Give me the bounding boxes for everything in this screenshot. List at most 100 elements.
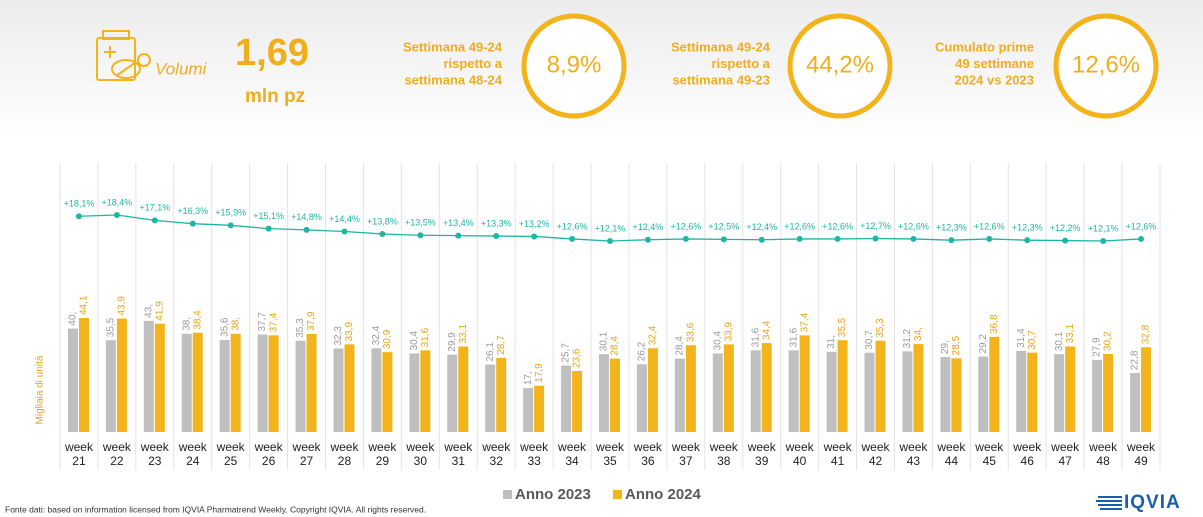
bar [674, 358, 685, 432]
x-tick-label: week 36 [633, 440, 662, 468]
bar [1092, 359, 1103, 432]
x-tick-label: week 21 [64, 440, 93, 468]
growth-point [341, 228, 348, 235]
kpi-circle [1053, 13, 1159, 119]
x-tick-label: week 49 [1127, 440, 1156, 468]
data-label: 17, [523, 371, 534, 385]
bar [496, 357, 507, 432]
growth-label: +13,4% [443, 218, 474, 228]
bar [610, 358, 620, 432]
growth-label: +12,4% [746, 222, 777, 232]
growth-label: +12,2% [1050, 223, 1081, 233]
data-label: 30,7 [1027, 330, 1038, 350]
x-tick-label: week 22 [102, 440, 131, 468]
data-label: 34, [913, 327, 924, 341]
bar [67, 328, 78, 432]
x-tick-label: week 41 [823, 440, 852, 468]
bar [333, 348, 344, 432]
bar [951, 358, 962, 432]
data-label: 31,2 [902, 328, 913, 348]
x-tick-label: week 23 [140, 440, 169, 468]
data-label: 33,6 [686, 322, 697, 342]
bar [799, 335, 810, 432]
kpi-label: Cumulato prime [935, 39, 1034, 54]
bar [420, 350, 431, 432]
growth-point [872, 235, 879, 242]
growth-point [227, 222, 234, 229]
growth-point [1024, 237, 1031, 244]
bar [750, 350, 761, 432]
data-label: 31,4 [1016, 328, 1027, 348]
data-label: 26,2 [637, 341, 648, 361]
bar [561, 365, 572, 432]
growth-label: +13,3% [481, 218, 512, 228]
growth-point [1062, 237, 1069, 244]
bar [143, 320, 154, 432]
growth-point [720, 236, 727, 243]
x-tick-label: week 42 [861, 440, 890, 468]
growth-label: +16,3% [177, 206, 208, 216]
data-label: 29,9 [447, 332, 458, 352]
data-label: 29,2 [978, 334, 989, 354]
growth-label: +14,4% [329, 214, 360, 224]
bar [1016, 350, 1027, 432]
data-label: 28,4 [675, 336, 686, 356]
growth-point [379, 230, 386, 237]
bar [78, 318, 89, 432]
data-label: 35,3 [875, 318, 886, 338]
kpi-label: rispetto a [711, 56, 770, 71]
bar [192, 332, 203, 432]
data-label: 31, [826, 335, 837, 349]
x-tick-label: week 47 [1051, 440, 1080, 468]
growth-label: +15,1% [253, 211, 284, 221]
kpi-circle [521, 13, 627, 119]
data-label: 35,3 [295, 318, 306, 338]
kpi-label: rispetto a [443, 56, 502, 71]
data-label: 31,6 [750, 327, 761, 347]
bar [105, 340, 116, 432]
bar [599, 354, 609, 432]
kpi-circle [787, 13, 893, 119]
volume-unit: mln pz [245, 86, 305, 107]
growth-point [834, 235, 841, 242]
bar [572, 370, 583, 432]
bar [989, 336, 1000, 432]
x-tick-label: week 24 [178, 440, 207, 468]
logo-text: IQVIA [1124, 492, 1181, 513]
bar [647, 348, 658, 432]
growth-label: +12,6% [670, 221, 701, 231]
data-label: 30,1 [1054, 331, 1065, 351]
bar [1103, 353, 1114, 432]
data-label: 43,9 [117, 296, 128, 316]
growth-point [113, 212, 120, 218]
x-tick-label: week 25 [216, 440, 245, 468]
bar [788, 350, 799, 432]
x-tick-label: week 39 [747, 440, 776, 468]
kpi-label: 2024 vs 2023 [954, 72, 1034, 87]
data-label: 23,6 [572, 348, 583, 368]
bar [409, 353, 420, 432]
bar [875, 340, 886, 432]
data-label: 35,5 [837, 317, 848, 337]
data-label: 38, [230, 317, 241, 331]
growth-point [1138, 235, 1145, 242]
bar [268, 335, 279, 432]
data-label: 17,9 [534, 363, 545, 383]
growth-point [75, 213, 82, 220]
bar [913, 344, 924, 432]
legend-label: Anno 2023 [515, 486, 591, 503]
growth-point [910, 235, 917, 242]
bar [826, 351, 837, 432]
data-label: 31,6 [420, 327, 431, 347]
growth-point [986, 235, 993, 242]
growth-point [417, 232, 424, 239]
data-label: 37,4 [268, 312, 279, 332]
growth-label: +12,3% [1012, 223, 1043, 233]
growth-label: +17,1% [139, 203, 170, 213]
growth-point [455, 232, 462, 239]
bar [257, 334, 268, 432]
data-label: 33,9 [723, 321, 734, 341]
bar [382, 352, 393, 432]
bar [940, 357, 951, 432]
x-tick-label: week 48 [1089, 440, 1118, 468]
